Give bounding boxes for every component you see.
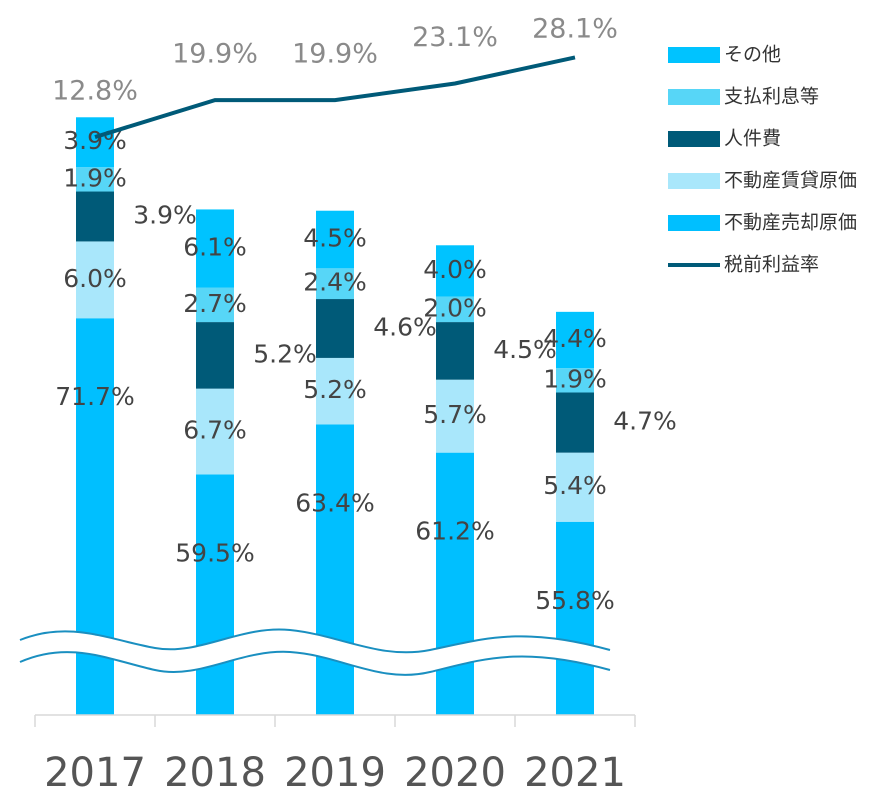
bar-segment [556, 521, 594, 715]
legend-label: 支払利息等 [724, 86, 819, 108]
data-label: 1.9% [543, 364, 607, 393]
data-label: 61.2% [415, 517, 494, 546]
bar-segment [196, 209, 234, 288]
data-label: 6.0% [63, 264, 127, 293]
bars [76, 117, 594, 715]
legend-swatch [668, 215, 720, 231]
bar-segment [436, 296, 474, 323]
bar-segment [316, 299, 354, 358]
line-label: 23.1% [412, 22, 498, 53]
bar-segment [316, 268, 354, 300]
bar-segment [196, 474, 234, 715]
bar-segment [316, 424, 354, 715]
data-label: 4.5% [303, 224, 367, 253]
data-label: 2.4% [303, 268, 367, 297]
bar-segment [76, 167, 114, 192]
data-label: 6.7% [183, 416, 247, 445]
bar-segment [436, 245, 474, 297]
bar-segment [196, 388, 234, 475]
bar-segment [436, 452, 474, 715]
line-label: 28.1% [532, 14, 618, 45]
data-label: 2.0% [423, 293, 487, 322]
legend-swatch [668, 47, 720, 63]
profit-line [94, 55, 576, 139]
legend-label: 不動産売却原価 [724, 212, 857, 234]
bar-segment [556, 311, 594, 369]
data-label: 5.2% [253, 339, 317, 368]
data-label: 5.4% [543, 471, 607, 500]
legend-swatch [668, 173, 720, 189]
data-label: 55.8% [535, 586, 614, 615]
legend-swatch [668, 89, 720, 105]
bar-segment [76, 117, 114, 168]
data-label: 2.7% [183, 289, 247, 318]
data-label: 6.1% [183, 232, 247, 261]
data-label: 59.5% [175, 538, 254, 567]
bar-segment [316, 210, 354, 269]
bar-segment [556, 452, 594, 522]
x-tick-label: 2018 [164, 750, 266, 794]
bar-segment [196, 322, 234, 389]
x-tick-label: 2019 [284, 750, 386, 794]
data-label: 3.9% [133, 200, 197, 229]
data-label: 4.4% [543, 324, 607, 353]
data-label: 4.7% [613, 407, 677, 436]
x-tick-label: 2020 [404, 750, 506, 794]
bar-segment [556, 368, 594, 393]
bar-segment [76, 241, 114, 319]
axis-break-line [19, 628, 611, 654]
data-label: 4.5% [493, 335, 557, 364]
data-label: 5.2% [303, 375, 367, 404]
data-label: 71.7% [55, 382, 134, 411]
data-label: 4.0% [423, 255, 487, 284]
axis-break-line [19, 650, 611, 676]
line-label: 12.8% [52, 76, 138, 107]
legend-label: 税前利益率 [724, 254, 819, 276]
bar-segment [316, 357, 354, 425]
bar-segment [436, 379, 474, 453]
data-label: 4.6% [373, 312, 437, 341]
data-label: 5.7% [423, 400, 487, 429]
legend-label: その他 [724, 44, 781, 66]
bar-segment [76, 191, 114, 242]
line-label: 19.9% [292, 39, 378, 70]
data-label: 1.9% [63, 163, 127, 192]
legend-label: 人件費 [724, 128, 781, 150]
x-tick-label: 2021 [524, 750, 626, 794]
data-label: 63.4% [295, 488, 374, 517]
line-label: 19.9% [172, 39, 258, 70]
bar-segment [196, 287, 234, 323]
x-tick-label: 2017 [44, 750, 146, 794]
legend-label: 不動産賃貸原価 [724, 170, 857, 192]
legend-swatch [668, 131, 720, 147]
bar-segment [556, 392, 594, 453]
bar-segment [436, 322, 474, 380]
